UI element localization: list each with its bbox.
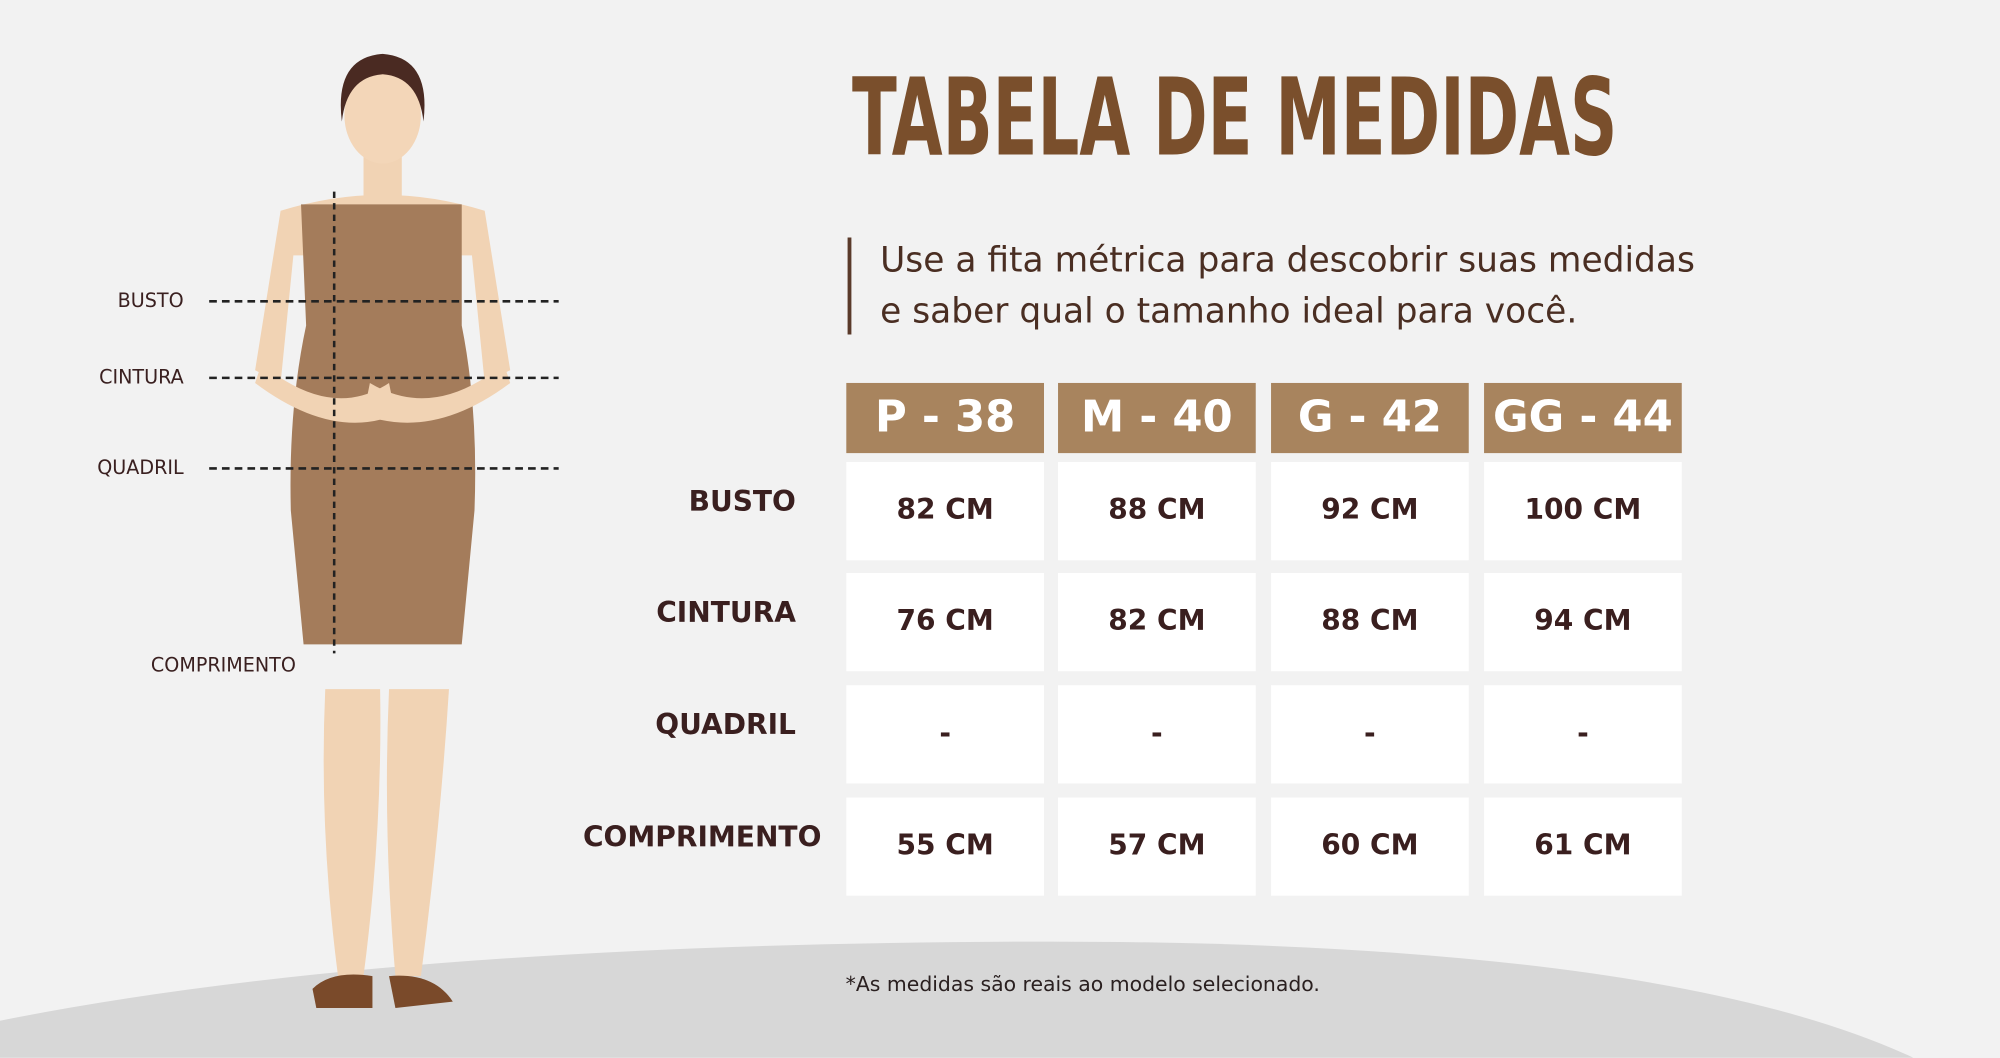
cell-value: 76 CM (897, 604, 994, 637)
cell-value: 100 CM (1525, 493, 1642, 526)
table-cell (1271, 685, 1469, 784)
cell-value: 55 CM (897, 829, 994, 862)
measure-label: COMPRIMENTO (151, 654, 296, 677)
woman-figure (255, 53, 511, 1008)
cell-value: - (1151, 716, 1163, 749)
ground (0, 941, 1914, 1058)
cell-value: 57 CM (1108, 829, 1205, 862)
table-cell (1058, 797, 1256, 896)
subtitle-line: e saber qual o tamanho ideal para você. (880, 291, 1577, 331)
size-header (1271, 382, 1469, 454)
cell-value: 60 CM (1321, 829, 1418, 862)
cell-value: 88 CM (1108, 493, 1205, 526)
table-cell (1271, 462, 1469, 561)
table-cell (1484, 797, 1682, 896)
table-cell (846, 797, 1045, 896)
cell-value: - (1364, 716, 1376, 749)
subtitle-line: Use a fita métrica para descobrir suas m… (880, 240, 1695, 280)
cell-value: - (1577, 716, 1589, 749)
cell-value: 82 CM (1108, 604, 1205, 637)
table-cell (1058, 462, 1256, 561)
size-header (1058, 382, 1256, 454)
footnote: *As medidas são reais ao modelo selecion… (846, 972, 1320, 996)
size-header-label: M - 40 (1081, 392, 1233, 442)
table-cell (846, 462, 1045, 561)
title: TABELA DE MEDIDAS (852, 57, 1617, 181)
table-cell (846, 573, 1045, 672)
cell-value: 88 CM (1321, 604, 1418, 637)
cell-value: 92 CM (1321, 493, 1418, 526)
row-label: BUSTO (689, 485, 796, 518)
measure-label: QUADRIL (97, 456, 184, 479)
row-label: CINTURA (656, 596, 796, 629)
measure-label: CINTURA (99, 365, 184, 388)
size-header (1484, 382, 1682, 454)
table-cell (1271, 797, 1469, 896)
measure-label: BUSTO (118, 289, 184, 312)
size-header-label: P - 38 (875, 392, 1015, 442)
size-header-label: G - 42 (1298, 392, 1442, 442)
table-cell (1058, 685, 1256, 784)
row-label: QUADRIL (655, 708, 796, 741)
table-cell (1271, 573, 1469, 672)
table-cell (1484, 462, 1682, 561)
table-cell (1484, 685, 1682, 784)
size-header (846, 382, 1045, 454)
table-cell (1058, 573, 1256, 672)
row-label: COMPRIMENTO (583, 820, 821, 853)
table-cell (846, 685, 1045, 784)
cell-value: 61 CM (1534, 829, 1631, 862)
cell-value: 94 CM (1534, 604, 1631, 637)
cell-value: 82 CM (897, 493, 994, 526)
table-cell (1484, 573, 1682, 672)
size-header-label: GG - 44 (1493, 392, 1673, 442)
cell-value: - (939, 716, 951, 749)
